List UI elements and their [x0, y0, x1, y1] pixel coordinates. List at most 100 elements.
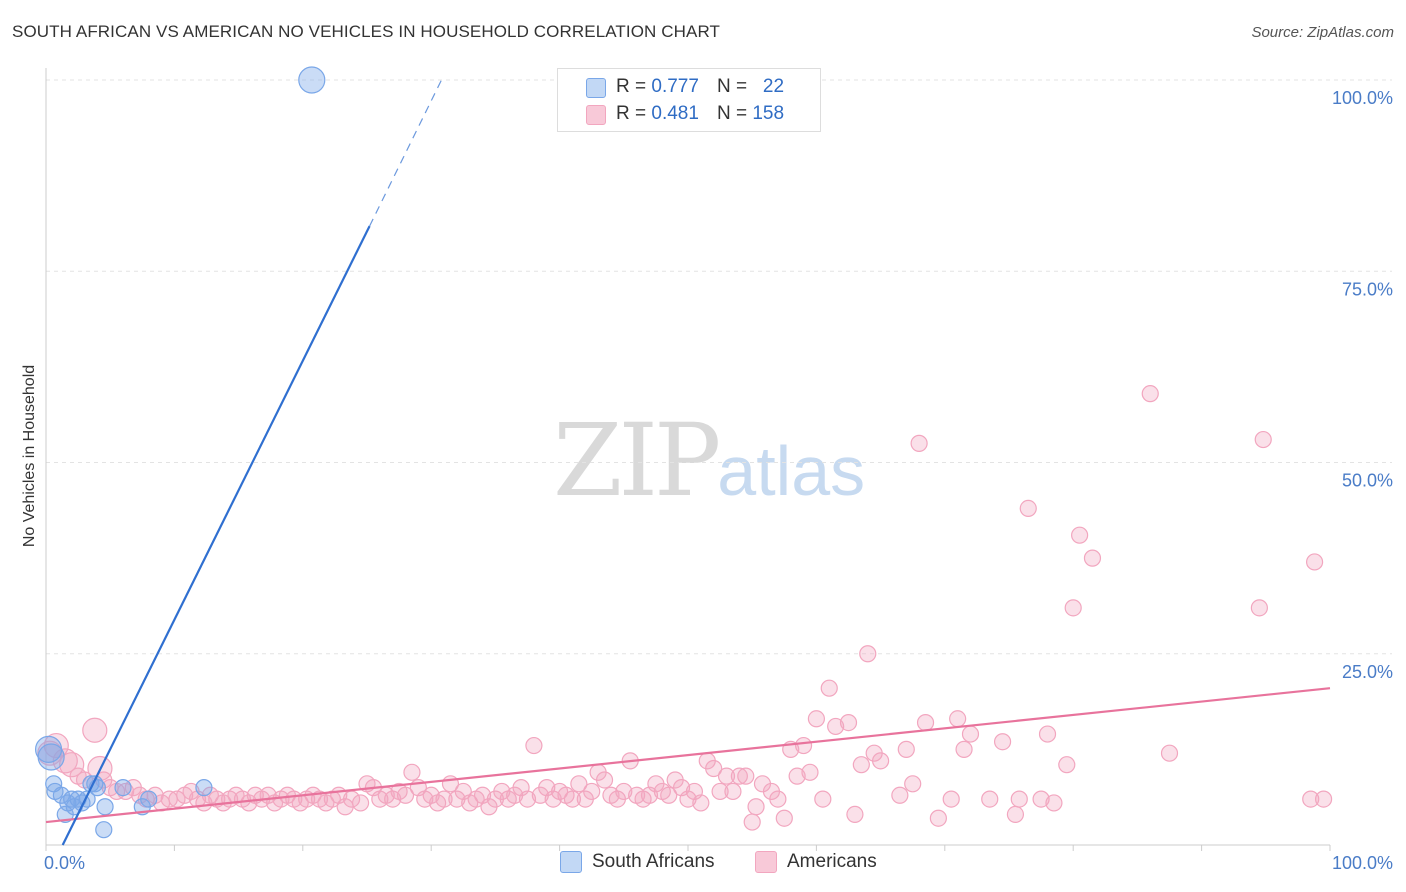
americans-point	[839, 713, 858, 732]
americans-point	[1302, 790, 1320, 808]
americans-point	[1071, 526, 1089, 544]
grid-lines	[46, 79, 1392, 655]
americans-point	[583, 782, 601, 801]
americans-point	[891, 786, 909, 804]
watermark-zip: ZIP	[553, 402, 721, 519]
americans-point	[711, 782, 729, 801]
americans-point	[794, 736, 813, 755]
south-africans-swatch	[586, 78, 606, 98]
americans-point	[827, 717, 845, 736]
americans-point	[993, 733, 1012, 751]
y-tick-label: 50.0%	[1342, 471, 1393, 491]
americans-point	[82, 717, 108, 743]
x-tick-label: 0.0%	[44, 853, 85, 873]
americans-point	[351, 794, 370, 812]
americans-point	[1019, 499, 1037, 517]
legend-item-south-africans[interactable]: South Africans	[560, 851, 715, 873]
correlation-legend: R = 0.777 N = 22 R = 0.481 N = 158	[557, 68, 821, 132]
americans-point	[852, 756, 870, 774]
r-label: R =	[616, 103, 647, 124]
americans-point	[859, 645, 877, 663]
americans-point	[1160, 744, 1179, 762]
r-label: R =	[616, 76, 647, 97]
americans-point	[820, 679, 838, 697]
south-africans-point	[140, 790, 158, 808]
americans-point	[942, 790, 960, 808]
americans-point	[961, 725, 980, 743]
americans-point	[59, 752, 85, 778]
americans-point	[717, 767, 736, 785]
americans-point	[1045, 794, 1063, 812]
trend-lines	[45, 79, 1331, 846]
americans-point	[518, 790, 537, 808]
legend-row-south-africans: R = 0.777 N = 22	[616, 73, 784, 101]
watermark-atlas: atlas	[717, 432, 866, 510]
americans-point	[747, 798, 765, 816]
americans-point	[396, 786, 415, 804]
americans-point	[981, 790, 999, 808]
south-africans-point	[114, 779, 132, 797]
watermark: ZIPatlas	[553, 402, 865, 519]
n-value: 158	[752, 103, 785, 124]
y-axis-label: No Vehicles in Household	[21, 365, 38, 547]
americans-point	[660, 786, 678, 804]
americans-point	[435, 790, 453, 808]
americans-point	[807, 710, 826, 728]
americans-point	[724, 782, 742, 801]
legend-label: South Africans	[592, 851, 715, 872]
americans-point	[769, 790, 787, 808]
americans-point	[525, 736, 543, 755]
axes	[45, 68, 1331, 851]
legend-label: Americans	[787, 851, 877, 872]
americans-point	[814, 790, 832, 808]
americans-point	[897, 740, 915, 758]
americans-point	[403, 763, 421, 781]
south-africans-point	[37, 743, 65, 771]
n-label: N =	[716, 76, 748, 97]
south-africans-swatch	[560, 851, 582, 873]
south-africans-point	[95, 821, 113, 839]
americans-point	[1006, 805, 1025, 824]
south-africans-trend-extension	[369, 79, 443, 227]
americans-point	[737, 767, 755, 785]
americans-point	[1058, 756, 1076, 774]
americans-point	[595, 771, 614, 789]
americans-points	[37, 385, 1333, 831]
south-africans-points	[34, 66, 326, 839]
americans-point	[1010, 790, 1028, 808]
r-value: 0.777	[651, 76, 699, 97]
x-tick-label: 100.0%	[1332, 853, 1393, 873]
americans-point	[955, 740, 973, 758]
americans-point	[705, 759, 723, 778]
americans-point	[692, 794, 710, 812]
south-africans-point	[195, 779, 213, 797]
tick-labels: 25.0% 50.0% 75.0% 100.0% 0.0% 100.0%	[44, 88, 1393, 873]
y-tick-label: 25.0%	[1342, 662, 1393, 682]
americans-point	[846, 805, 864, 824]
y-tick-label: 75.0%	[1342, 279, 1393, 299]
americans-point	[615, 782, 633, 801]
americans-point	[1254, 430, 1272, 449]
americans-point	[775, 809, 793, 827]
americans-point	[871, 752, 890, 770]
americans-point	[1141, 385, 1159, 403]
americans-point	[1032, 790, 1050, 808]
americans-point	[904, 775, 922, 793]
americans-point	[910, 434, 928, 452]
americans-trend-line	[45, 687, 1331, 824]
americans-point	[929, 809, 947, 827]
americans-point	[1314, 790, 1333, 808]
americans-point	[563, 790, 582, 808]
americans-point	[916, 713, 935, 732]
source-label: Source: ZipAtlas.com	[1251, 24, 1394, 41]
americans-swatch	[586, 105, 606, 125]
south-africans-point	[96, 798, 114, 816]
americans-point	[730, 767, 748, 785]
americans-point	[743, 813, 761, 831]
r-value: 0.481	[651, 103, 699, 124]
americans-point	[1305, 553, 1324, 571]
americans-point	[801, 763, 819, 781]
americans-point	[1250, 599, 1268, 617]
legend-item-americans[interactable]: Americans	[755, 851, 877, 873]
